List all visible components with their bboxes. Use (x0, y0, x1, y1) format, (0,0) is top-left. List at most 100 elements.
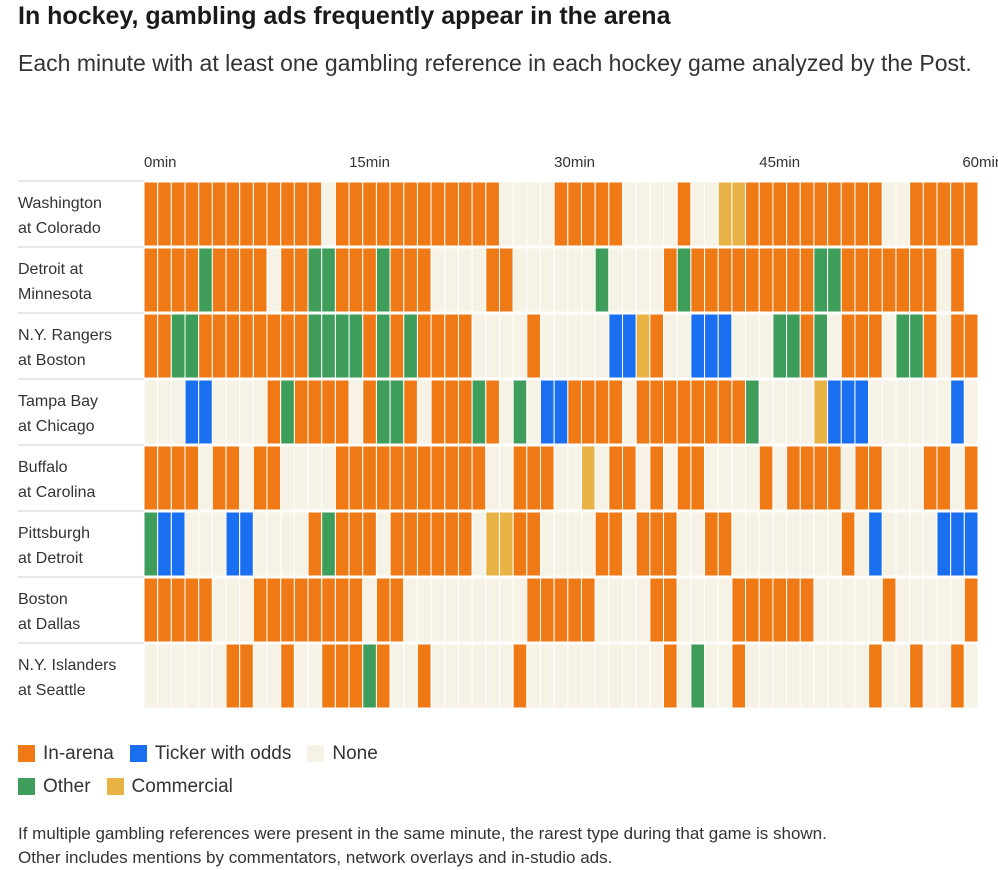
minute-cell-in-arena (539, 445, 555, 511)
minute-cell-none (895, 379, 911, 445)
minute-cell-none (567, 247, 583, 313)
minute-cell-none (881, 181, 897, 247)
minute-cell-other (307, 247, 323, 313)
minute-cell-ticker-with-odds (157, 511, 172, 577)
minute-cell-none (813, 643, 829, 709)
minute-cell-in-arena (922, 445, 938, 511)
minute-cell-in-arena (293, 181, 309, 247)
minute-cell-in-arena (909, 247, 924, 313)
minute-cell-in-arena (225, 313, 241, 379)
legend-item-ticker: Ticker with odds (129, 743, 291, 765)
minute-cell-in-arena (758, 247, 774, 313)
minute-cell-none (225, 577, 241, 643)
minute-cell-none (936, 313, 952, 379)
minute-cell-none (526, 181, 541, 247)
minute-cell-none (717, 577, 733, 643)
minute-cell-none (526, 247, 541, 313)
minute-cell-ticker-with-odds (170, 511, 186, 577)
minute-cell-other (813, 247, 829, 313)
minute-cell-other (827, 247, 842, 313)
minute-cell-none (758, 643, 774, 709)
minute-cell-in-arena (922, 181, 938, 247)
minute-cell-in-arena (539, 577, 555, 643)
minute-cell-in-arena (827, 181, 842, 247)
minute-cell-in-arena (184, 445, 200, 511)
minute-cell-in-arena (334, 577, 350, 643)
minute-cell-in-arena (143, 577, 159, 643)
minute-cell-none (471, 577, 487, 643)
minute-cell-none (539, 313, 555, 379)
minute-cell-none (936, 643, 952, 709)
minute-cell-ticker-with-odds (608, 313, 624, 379)
minute-cell-none (704, 445, 719, 511)
minute-cell-in-arena (731, 379, 747, 445)
minute-cell-none (690, 511, 706, 577)
minute-cell-in-arena (321, 643, 336, 709)
minute-cell-in-arena (375, 445, 391, 511)
minute-cell-none (498, 313, 514, 379)
minute-cell-in-arena (854, 247, 870, 313)
minute-cell-in-arena (772, 577, 788, 643)
minute-cell-in-arena (868, 643, 883, 709)
minute-cell-in-arena (526, 313, 541, 379)
minute-cell-none (963, 379, 979, 445)
minute-cell-in-arena (581, 379, 596, 445)
minute-cell-in-arena (512, 511, 528, 577)
minute-cell-none (211, 379, 227, 445)
minute-cell-in-arena (198, 181, 213, 247)
minute-cell-none (567, 445, 583, 511)
minute-cell-ticker-with-odds (827, 379, 842, 445)
minute-cell-in-arena (731, 247, 747, 313)
minute-cell-commercial (498, 511, 514, 577)
minute-cell-in-arena (403, 511, 418, 577)
minute-cell-in-arena (635, 511, 651, 577)
minute-cell-none (498, 379, 514, 445)
game-label-line: Washington (18, 195, 102, 212)
minute-cell-in-arena (348, 643, 364, 709)
minute-cell-in-arena (211, 445, 227, 511)
x-tick-label-0: 0min (144, 154, 177, 171)
game-label-line: at Detroit (18, 550, 83, 567)
minute-cell-none (471, 511, 487, 577)
minute-cell-in-arena (252, 181, 268, 247)
minute-cell-in-arena (362, 247, 377, 313)
game-label-line: N.Y. Islanders (18, 657, 116, 674)
minute-cell-none (211, 577, 227, 643)
game-label-line: Pittsburgh (18, 525, 90, 542)
minute-cell-none (663, 445, 678, 511)
minute-cell-none (430, 577, 446, 643)
game-label-line: at Seattle (18, 682, 86, 699)
minute-cell-in-arena (936, 181, 952, 247)
minute-cell-none (198, 445, 213, 511)
minute-cell-in-arena (553, 181, 569, 247)
minute-cell-none (704, 577, 719, 643)
minute-cell-in-arena (881, 577, 897, 643)
minute-cell-none (772, 511, 788, 577)
minute-cell-none (649, 181, 665, 247)
minute-cell-in-arena (457, 313, 473, 379)
minute-cell-in-arena (594, 379, 610, 445)
minute-cell-in-arena (772, 181, 788, 247)
minute-cell-none (922, 577, 938, 643)
minute-cell-none (444, 247, 459, 313)
minute-cell-none (635, 577, 651, 643)
minute-cell-other (690, 643, 706, 709)
game-row: Washington at Colorado (18, 180, 979, 247)
minute-cell-none (909, 511, 924, 577)
minute-cell-none (375, 511, 391, 577)
minute-cell-in-arena (526, 445, 541, 511)
minute-cell-none (772, 643, 788, 709)
minute-cell-none (608, 643, 624, 709)
minute-cell-ticker-with-odds (553, 379, 569, 445)
minute-cell-none (745, 313, 760, 379)
minute-cell-in-arena (608, 445, 624, 511)
minute-cell-in-arena (457, 445, 473, 511)
minute-cell-in-arena (416, 181, 432, 247)
minute-cell-in-arena (225, 247, 241, 313)
minute-cell-in-arena (676, 445, 692, 511)
minute-cell-in-arena (649, 445, 665, 511)
minute-cell-in-arena (430, 313, 446, 379)
minute-cell-in-arena (745, 577, 760, 643)
minute-cell-in-arena (444, 379, 459, 445)
minute-cell-other (403, 313, 418, 379)
